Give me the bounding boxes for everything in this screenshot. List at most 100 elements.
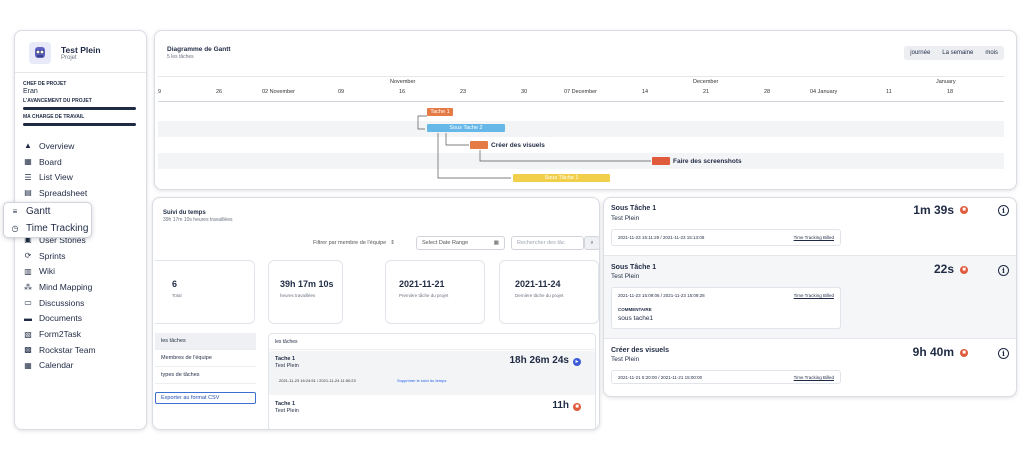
- stat-card-first-task: 2021-11-21 Première tâche du projet: [385, 260, 485, 324]
- tt-title: Suivi du temps: [163, 210, 206, 216]
- sidebar-item-label: Overview: [39, 140, 75, 151]
- sidebar-item-label: Time Tracking: [26, 223, 89, 234]
- sidebar-item-mind-mapping[interactable]: ⁂ Mind Mapping: [15, 279, 146, 295]
- sidebar-item-label: Spreadsheet: [39, 187, 88, 198]
- sidebar-item-label: Sprints: [39, 250, 66, 261]
- detail-entry: Sous Tâche 1 Test Plein 1m 39s ■ i 2021-…: [604, 198, 1016, 256]
- gantt-view-switch: journée La semaine mois: [904, 46, 1004, 60]
- day-label: 9: [158, 89, 162, 95]
- charge-label: MA CHARGE DE TRAVAIL: [23, 114, 85, 120]
- item-duration: 18h 26m 24s: [509, 355, 570, 366]
- gantt-label-screenshots: Faire des screenshots: [673, 158, 742, 165]
- chef-value: Eran: [23, 88, 38, 95]
- gantt-row: [158, 121, 1004, 137]
- date-range-input[interactable]: Select Date Range ▦: [416, 236, 505, 250]
- gantt-bar-sous-tache-1[interactable]: Sous Tâche 1: [513, 174, 610, 182]
- tt-subtitle: 39h 17m 10s heures travaillées: [163, 217, 233, 223]
- billed-link[interactable]: Time Tracking Billed: [793, 235, 834, 240]
- day-label: 26: [216, 89, 223, 95]
- sidebar-item-time-tracking[interactable]: ◷ Time Tracking: [4, 220, 91, 237]
- billed-link[interactable]: Time Tracking Billed: [793, 375, 834, 380]
- gantt-bar-screenshots[interactable]: [652, 157, 670, 165]
- day-label: 07 December: [564, 89, 598, 95]
- time-tracking-icon: ◷: [11, 224, 19, 233]
- search-button[interactable]: ⌕: [584, 236, 599, 250]
- day-label: 23: [460, 89, 467, 95]
- stop-icon[interactable]: ■: [573, 403, 581, 411]
- item-dates: 2021-11-23 16:24:51 / 2021-11-24 11:50:2…: [279, 378, 356, 383]
- item-duration: 11h: [552, 400, 569, 411]
- gantt-bar-creer-visuels[interactable]: [470, 141, 488, 149]
- member-filter-select[interactable]: Filtrer par membre de l'équipe ⇕: [308, 236, 408, 250]
- sidebar-item-user-stories[interactable]: ▣ User Stories: [15, 232, 146, 248]
- mind-mapping-icon: ⁂: [24, 282, 32, 292]
- sidebar-item-calendar[interactable]: ▦ Calendar: [15, 358, 146, 374]
- project-header[interactable]: Test Plein Projet: [15, 31, 146, 73]
- info-icon[interactable]: i: [998, 265, 1009, 276]
- sidebar-item-discussions[interactable]: ▭ Discussions: [15, 295, 146, 311]
- stat-value: 2021-11-24: [515, 279, 561, 289]
- rockstar-team-icon: ▩: [24, 345, 32, 355]
- highlighted-nav: ≡ Gantt ◷ Time Tracking: [3, 202, 92, 238]
- info-icon[interactable]: i: [998, 205, 1009, 216]
- entry-date-box: 2021-11-23 15:11:29 / 2021-11-23 15:13:0…: [611, 229, 841, 246]
- sidebar-nav: ▲ Overview ▦ Board ☰ List View ▤ Spreadsheet…: [15, 138, 146, 373]
- gantt-dependency-arrows: [417, 115, 651, 179]
- gantt-bar-tache-1[interactable]: Tache 1: [427, 108, 453, 116]
- day-label: 18: [947, 89, 954, 95]
- gantt-label-creer-visuels: Créer des visuels: [491, 142, 545, 149]
- discussions-icon: ▭: [24, 298, 32, 308]
- stop-icon[interactable]: ■: [960, 266, 968, 274]
- sprints-icon: ⟳: [24, 251, 32, 261]
- sidebar-item-overview[interactable]: ▲ Overview: [15, 138, 146, 154]
- delete-tracking-link[interactable]: Supprimer le suivi du temps: [397, 378, 447, 383]
- sidebar-item-sprints[interactable]: ⟳ Sprints: [15, 248, 146, 264]
- info-icon[interactable]: i: [998, 348, 1009, 359]
- sidebar-item-spreadsheet[interactable]: ▤ Spreadsheet: [15, 185, 146, 201]
- list-item[interactable]: Tache 1 Test Plein 11h ■: [269, 396, 595, 429]
- sort-arrows-icon: ⇕: [390, 240, 395, 246]
- sidebar-item-gantt[interactable]: ≡ Gantt: [4, 203, 91, 220]
- sidebar-item-label: Form2Task: [39, 329, 82, 340]
- sidebar-item-rockstar-team[interactable]: ▩ Rockstar Team: [15, 342, 146, 358]
- view-month-button[interactable]: mois: [985, 50, 998, 56]
- sidebar-item-label: Wiki: [39, 266, 56, 277]
- entry-dates: 2021-11-23 15:09:06 / 2021-11-23 15:09:2…: [618, 293, 705, 298]
- list-view-icon: ☰: [24, 172, 32, 182]
- gantt-bar-sous-tache-2[interactable]: Sous Tache 2: [427, 124, 505, 132]
- sidebar-item-form2task[interactable]: ▧ Form2Task: [15, 326, 146, 342]
- day-label: 14: [642, 89, 649, 95]
- day-label: 28: [764, 89, 771, 95]
- calendar-icon: ▦: [493, 240, 499, 246]
- search-input[interactable]: Rechercher des tâc: [511, 236, 584, 250]
- play-icon[interactable]: ▸: [573, 358, 581, 366]
- stop-icon[interactable]: ■: [960, 206, 968, 214]
- sidebar-item-label: Rockstar Team: [39, 344, 96, 355]
- tab-tasks[interactable]: les tâches: [155, 333, 256, 350]
- sidebar-item-label: User Stories: [39, 234, 86, 245]
- sidebar-item-wiki[interactable]: ▥ Wiki: [15, 264, 146, 280]
- view-day-button[interactable]: journée: [910, 50, 931, 56]
- entry-duration: 9h 40m: [912, 345, 954, 359]
- entry-duration: 22s: [933, 262, 954, 276]
- stop-icon[interactable]: ■: [960, 349, 968, 357]
- list-item[interactable]: Tache 1 Test Plein 18h 26m 24s ▸ 2021-11…: [269, 351, 595, 395]
- entry-user: Test Plein: [611, 215, 640, 222]
- tab-members[interactable]: Membres de l'équipe: [155, 350, 256, 367]
- day-label: 02 November: [262, 89, 296, 95]
- sidebar-item-board[interactable]: ▦ Board: [15, 154, 146, 170]
- billed-link[interactable]: Time Tracking Billed: [793, 293, 834, 298]
- tab-task-types[interactable]: types de tâches: [155, 367, 256, 384]
- user-stories-icon: ▣: [24, 235, 32, 245]
- day-label: 09: [338, 89, 345, 95]
- month-label: December: [693, 79, 719, 85]
- day-label: 04 January: [810, 89, 838, 95]
- export-csv-button[interactable]: Exporter au format CSV: [155, 392, 256, 404]
- item-user: Test Plein: [275, 363, 299, 369]
- entry-name: Sous Tâche 1: [611, 205, 657, 212]
- view-week-button[interactable]: La semaine: [942, 50, 974, 56]
- day-label: 11: [886, 89, 892, 95]
- avancement-bar: [23, 107, 136, 110]
- sidebar-item-documents[interactable]: ▬ Documents: [15, 311, 146, 327]
- sidebar-item-list-view[interactable]: ☰ List View: [15, 169, 146, 185]
